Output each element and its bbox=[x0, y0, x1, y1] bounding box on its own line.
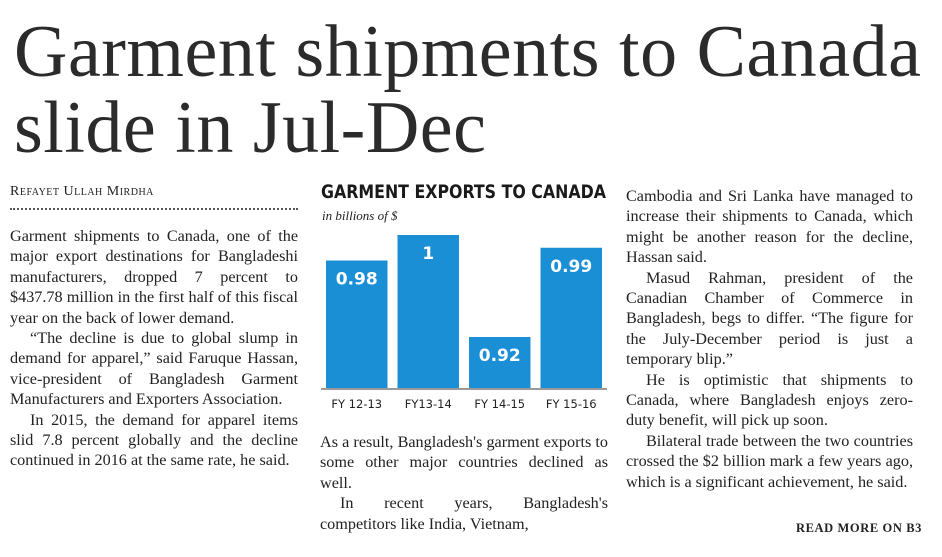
paragraph: In recent years, Bangladesh's competitor… bbox=[320, 494, 608, 533]
bar bbox=[397, 235, 459, 388]
bar bbox=[540, 247, 602, 388]
chart: GARMENT EXPORTS TO CANADA in billions of… bbox=[321, 181, 607, 411]
value-label: 0.99 bbox=[550, 257, 592, 277]
paragraph: Garment shipments to Canada, one of the … bbox=[10, 227, 298, 327]
read-more[interactable]: READ MORE ON B3 bbox=[795, 521, 922, 535]
paragraph: He is optimistic that shipments to Canad… bbox=[626, 370, 913, 430]
x-tick-label: FY 12-13 bbox=[331, 397, 382, 411]
x-tick-label: FY 15-16 bbox=[546, 397, 597, 411]
chart-subtitle: in billions of $ bbox=[322, 208, 398, 223]
value-label: 0.98 bbox=[336, 270, 378, 290]
divider bbox=[10, 208, 298, 210]
column: Garment shipments to Canada, one of the … bbox=[10, 226, 298, 471]
bar bbox=[469, 337, 531, 388]
value-label: 1 bbox=[422, 244, 434, 264]
paragraph: “The decline is due to global slump in d… bbox=[10, 329, 298, 409]
paragraph: Cambodia and Sri Lanka have managed to i… bbox=[626, 187, 913, 267]
value-label: 0.92 bbox=[479, 346, 521, 366]
byline: Refayet Ullah Mirdha bbox=[10, 184, 154, 199]
x-tick-label: FY13-14 bbox=[405, 397, 452, 411]
chart-title: GARMENT EXPORTS TO CANADA bbox=[321, 181, 607, 203]
paragraph: Bilateral trade between the two countrie… bbox=[626, 431, 913, 491]
column: Cambodia and Sri Lanka have managed to i… bbox=[626, 186, 913, 492]
paragraph: In 2015, the demand for apparel items sl… bbox=[10, 410, 298, 470]
bar bbox=[326, 260, 388, 388]
paragraph: Masud Rahman, president of the Canadian … bbox=[626, 268, 913, 369]
headline: Garment shipments to Canada slide in Jul… bbox=[14, 11, 922, 169]
x-tick-label: FY 14-15 bbox=[474, 397, 525, 411]
paragraph: As a result, Bangladesh's garment export… bbox=[320, 433, 608, 492]
column: As a result, Bangladesh's garment export… bbox=[320, 432, 608, 534]
